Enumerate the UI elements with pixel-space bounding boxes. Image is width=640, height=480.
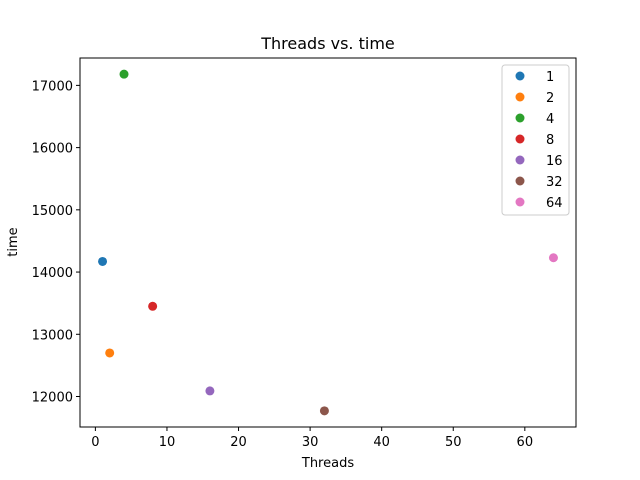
x-axis-label: Threads — [301, 456, 354, 471]
y-axis-ticks: 12000 13000 14000 15000 16000 17000 — [32, 79, 80, 406]
data-point-4 — [119, 69, 129, 79]
x-tick-label: 50 — [445, 435, 462, 450]
y-tick-label: 16000 — [32, 142, 73, 157]
x-tick-label: 60 — [517, 435, 534, 450]
y-tick-label: 15000 — [32, 204, 73, 219]
legend-marker-32 — [515, 176, 525, 186]
legend-marker-8 — [515, 134, 525, 144]
data-point-64 — [548, 253, 558, 263]
legend-label-16: 16 — [546, 154, 563, 169]
legend-marker-64 — [515, 197, 525, 207]
x-axis-ticks: 0 10 20 30 40 50 60 — [91, 427, 533, 450]
data-point-32 — [319, 406, 329, 416]
y-tick-label: 12000 — [32, 391, 73, 406]
legend-marker-2 — [515, 92, 525, 102]
chart-title: Threads vs. time — [260, 34, 395, 53]
legend-label-32: 32 — [546, 175, 563, 190]
x-tick-label: 0 — [91, 435, 99, 450]
y-tick-label: 17000 — [32, 79, 73, 94]
x-tick-label: 30 — [302, 435, 319, 450]
legend-label-2: 2 — [546, 91, 554, 106]
x-tick-label: 10 — [159, 435, 176, 450]
data-point-8 — [148, 301, 158, 311]
data-point-1 — [98, 256, 108, 266]
legend-frame — [501, 64, 570, 216]
x-tick-label: 40 — [373, 435, 390, 450]
y-tick-label: 13000 — [32, 328, 73, 343]
legend-label-64: 64 — [546, 196, 563, 211]
data-point-16 — [205, 386, 215, 396]
data-point-2 — [105, 348, 115, 358]
data-points — [98, 69, 558, 416]
legend-marker-1 — [515, 71, 525, 81]
legend-marker-16 — [515, 155, 525, 165]
legend: 1 2 4 8 16 32 64 — [501, 64, 570, 216]
y-tick-label: 14000 — [32, 266, 73, 281]
legend-label-4: 4 — [546, 112, 554, 127]
plot-area-frame — [79, 57, 577, 428]
legend-label-8: 8 — [546, 133, 554, 148]
legend-marker-4 — [515, 113, 525, 123]
x-tick-label: 20 — [230, 435, 247, 450]
y-axis-label: time — [6, 227, 21, 256]
legend-label-1: 1 — [546, 70, 554, 85]
